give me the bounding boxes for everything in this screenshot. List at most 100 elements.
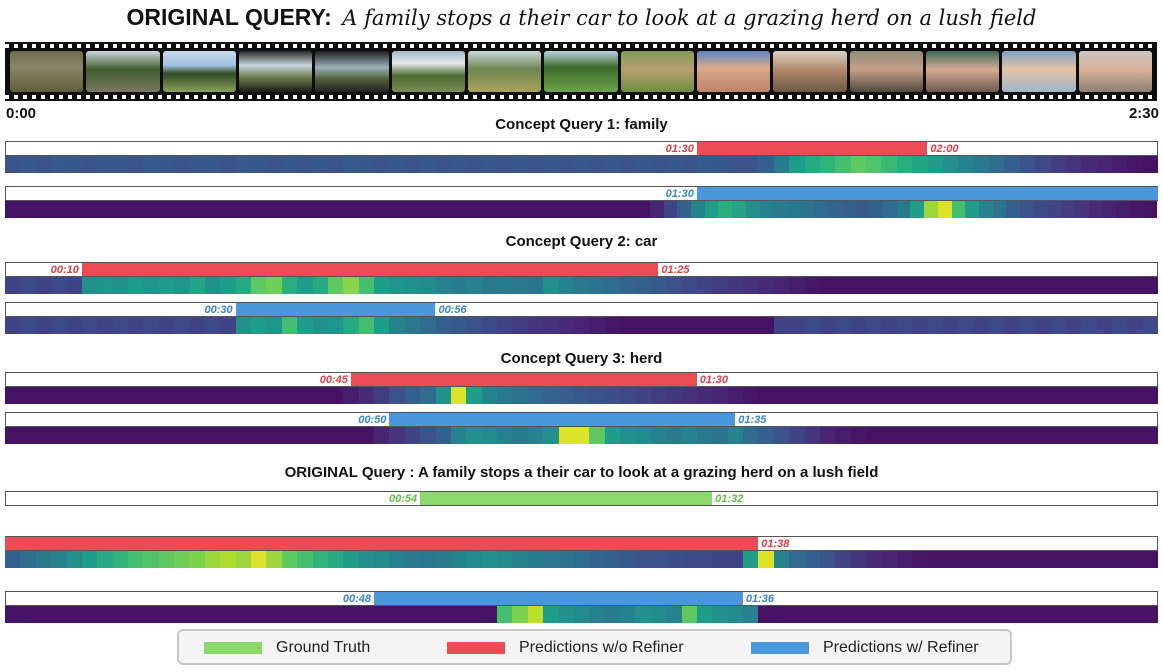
heatmap-cell: [773, 427, 790, 444]
heatmap-cell: [174, 317, 190, 334]
heatmap-cell: [589, 156, 605, 173]
heatmap-cell: [128, 201, 143, 218]
interval-end-label: 00:56: [438, 304, 467, 316]
heatmap-cell: [435, 427, 451, 444]
heatmap-cell: [512, 156, 528, 173]
heatmap-cell: [677, 201, 691, 218]
heatmap-cell: [389, 277, 405, 294]
heatmap-cell: [1112, 277, 1128, 294]
heatmap-cell: [238, 201, 252, 218]
heatmap-cell: [101, 201, 115, 218]
heatmap-cell: [266, 427, 282, 444]
heatmap-cell: [420, 277, 436, 294]
heatmap-cell: [866, 427, 882, 444]
heatmap-cell: [81, 427, 98, 444]
heatmap-cell: [312, 427, 328, 444]
heatmap-cell: [620, 317, 636, 334]
heatmap-cell: [5, 427, 21, 444]
heatmap-cell: [989, 317, 1005, 334]
heatmap-cell: [1019, 156, 1036, 173]
heatmap-cell: [1035, 551, 1051, 568]
heatmap-cell: [681, 606, 697, 623]
heatmap-cell: [1019, 277, 1036, 294]
heatmap-cell: [327, 551, 344, 568]
heatmap-cell: [35, 317, 52, 334]
heatmap-cell: [35, 606, 52, 623]
legend-item-pred-wo-refiner: Predictions w/o Refiner: [447, 639, 684, 657]
heatmap-cell: [650, 387, 667, 404]
heatmap-cell: [527, 606, 544, 623]
heatmap-cell: [835, 156, 851, 173]
heatmap-cell: [743, 427, 759, 444]
heatmap-cell: [1142, 606, 1159, 623]
heatmap-cell: [18, 201, 33, 218]
heatmap-cell: [498, 201, 513, 218]
heatmap-cell: [35, 156, 52, 173]
heatmap-cell: [604, 317, 620, 334]
heatmap-cell: [155, 201, 170, 218]
heatmap-cell: [1019, 551, 1036, 568]
heatmap-cell: [608, 201, 623, 218]
heatmap-cell: [220, 317, 236, 334]
heatmap-cell: [281, 317, 298, 334]
heatmap-cell: [450, 387, 467, 404]
heatmap-cell: [581, 201, 595, 218]
heatmap-cell: [841, 201, 856, 218]
heatmap-cell: [896, 156, 913, 173]
heatmap-cell: [35, 551, 52, 568]
heatmap-cell: [942, 387, 959, 404]
heatmap-cell: [174, 156, 190, 173]
heatmap-cell: [1004, 606, 1020, 623]
heatmap-cell: [1127, 277, 1143, 294]
heatmap-cell: [635, 387, 651, 404]
heatmap-cell: [1142, 277, 1159, 294]
heatmap-cell: [235, 277, 251, 294]
interval-end-label: 01:25: [661, 264, 690, 276]
heatmap-cell: [773, 387, 790, 404]
heatmap-cell: [374, 606, 390, 623]
legend-swatch-pred-w-refiner: [751, 642, 809, 654]
heatmap-cell: [743, 551, 759, 568]
heatmap-cell: [1081, 551, 1097, 568]
heatmap-cell: [435, 387, 451, 404]
legend-swatch-ground-truth: [204, 642, 262, 654]
heatmap-cell: [567, 201, 582, 218]
heatmap-cell: [197, 201, 211, 218]
heatmap-cell: [666, 277, 682, 294]
heatmap-cell: [204, 551, 221, 568]
heatmap-cell: [896, 606, 913, 623]
film-frame-family-table: [773, 51, 847, 92]
heatmap-cell: [727, 317, 743, 334]
heatmap-cell: [942, 551, 959, 568]
timeline-track-pred-wo-refiner: [5, 262, 1158, 277]
heatmap-cell: [1004, 317, 1020, 334]
heatmap-cell: [358, 317, 374, 334]
interval-start-label: 00:54: [388, 493, 418, 505]
heatmap-cell: [883, 201, 897, 218]
heatmap-cell: [189, 551, 205, 568]
heatmap-cell: [758, 277, 774, 294]
film-frame-child-eating: [849, 51, 923, 92]
heatmap-cell: [204, 387, 221, 404]
heatmap-cell: [835, 606, 851, 623]
heatmap-cell: [112, 317, 128, 334]
heatmap-cell: [543, 317, 559, 334]
heatmap-cell: [1065, 387, 1082, 404]
heatmap-cell: [497, 387, 513, 404]
heatmap-cell: [927, 427, 943, 444]
heatmap-cell: [450, 317, 467, 334]
heatmap-cell: [358, 551, 374, 568]
heatmap-cell: [143, 606, 159, 623]
section-title-1: Concept Query 1: family: [495, 116, 668, 133]
heatmap-cell: [1050, 277, 1066, 294]
heatmap-cell: [35, 387, 52, 404]
heatmap-cell: [128, 551, 144, 568]
heatmap-cell: [1065, 606, 1082, 623]
heatmap-cell: [1033, 201, 1048, 218]
heatmap-cell: [312, 387, 328, 404]
heatmap-cell: [1081, 387, 1097, 404]
heatmap-cell: [343, 427, 359, 444]
heatmap-cell: [404, 427, 421, 444]
heatmap-cell: [896, 551, 913, 568]
heatmap-cell: [666, 606, 682, 623]
